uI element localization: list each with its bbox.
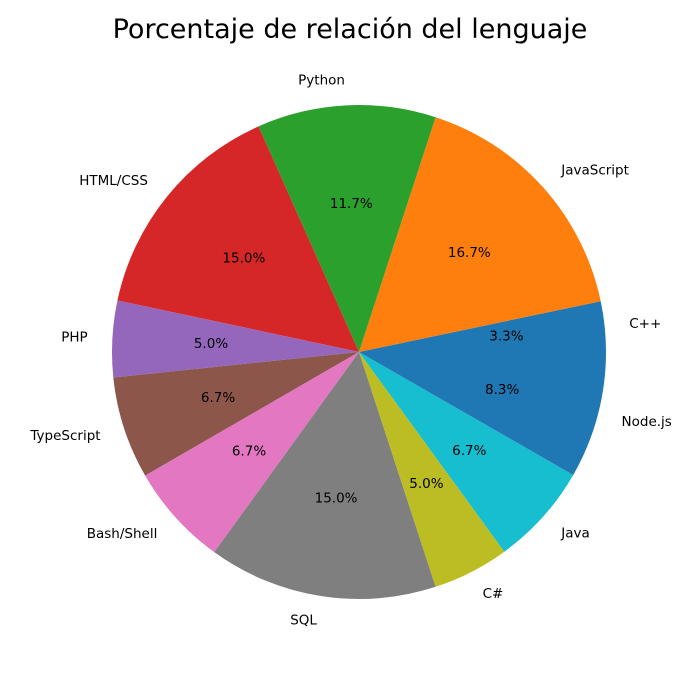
pie-category-label-html-css: HTML/CSS	[79, 173, 148, 189]
pie-slice-java	[359, 352, 574, 552]
pie-pct-label-python: 11.7%	[330, 196, 373, 212]
pie-category-label-bash-shell: Bash/Shell	[87, 526, 158, 542]
pie-slice-c	[359, 301, 606, 352]
pie-pct-label-php: 5.0%	[194, 336, 228, 352]
pie-pct-label-c: 5.0%	[409, 476, 443, 492]
pie-slices	[111, 105, 606, 599]
pie-category-label-java: Java	[560, 525, 590, 541]
pie-category-label-javascript: JavaScript	[560, 163, 629, 179]
pie-category-label-node-js: Node.js	[622, 414, 672, 430]
pie-category-label-php: PHP	[61, 330, 87, 346]
pie-slice-php	[111, 300, 359, 378]
pie-slice-typescript	[113, 352, 359, 476]
pie-slice-javascript	[359, 117, 601, 352]
pie-category-label-c: C++	[629, 316, 661, 332]
chart-title: Porcentaje de relación del lenguaje	[112, 14, 588, 45]
pie-pct-label-bash-shell: 6.7%	[232, 443, 266, 459]
pie-slice-python	[258, 105, 436, 352]
pie-category-label-typescript: TypeScript	[29, 428, 100, 444]
pie-labels: 3.3% C++ 16.7% JavaScript 11.7% Python 15.0% HT…	[29, 73, 671, 629]
pie-pct-label-java: 6.7%	[452, 443, 486, 459]
pie-slice-html-css	[117, 126, 359, 352]
pie-pct-label-sql: 15.0%	[315, 490, 358, 506]
pie-category-label-sql: SQL	[290, 612, 317, 628]
pie-pct-label-html-css: 15.0%	[222, 251, 265, 267]
pie-category-label-c: C#	[483, 586, 504, 602]
pie-pct-label-typescript: 6.7%	[201, 390, 235, 406]
pie-pct-label-node-js: 8.3%	[485, 382, 519, 398]
pie-slice-bash-shell	[145, 352, 359, 553]
pie-slice-sql	[214, 352, 436, 599]
pie-category-label-python: Python	[298, 73, 345, 89]
pie-slice-node-js	[359, 352, 606, 475]
pie-slice-c	[359, 352, 505, 587]
pie-pct-label-c: 3.3%	[489, 329, 523, 345]
pie-pct-label-javascript: 16.7%	[448, 245, 491, 261]
